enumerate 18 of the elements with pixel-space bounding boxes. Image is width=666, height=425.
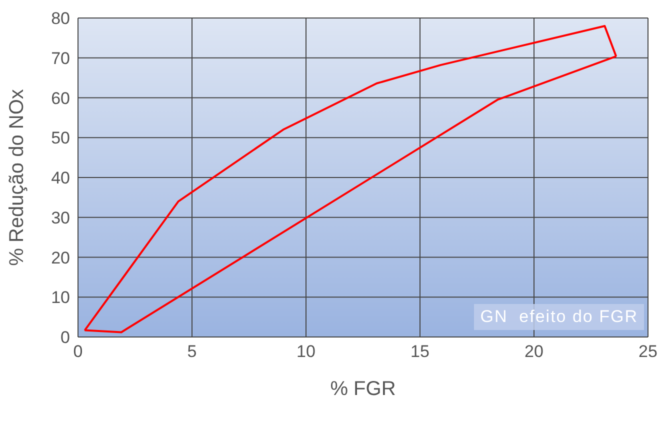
x-tick-label: 25 bbox=[638, 342, 658, 362]
x-tick-label: 15 bbox=[410, 342, 430, 362]
x-axis-title: % FGR bbox=[330, 378, 396, 400]
y-tick-label: 60 bbox=[51, 88, 70, 108]
x-tick-label: 10 bbox=[296, 342, 316, 362]
y-tick-label: 70 bbox=[51, 48, 70, 68]
y-tick-label: 80 bbox=[51, 9, 70, 28]
y-tick-label: 40 bbox=[51, 168, 70, 188]
annotation: GN efeito do FGR bbox=[474, 304, 644, 330]
y-tick-label: 10 bbox=[51, 288, 70, 308]
y-tick-label: 30 bbox=[51, 208, 70, 228]
y-tick-label: 0 bbox=[60, 328, 70, 348]
x-tick-label: 20 bbox=[524, 342, 544, 362]
y-axis-title: % Redução do NOx bbox=[6, 89, 28, 266]
y-tick-label: 20 bbox=[51, 248, 70, 268]
x-tick-label: 0 bbox=[73, 342, 83, 362]
x-tick-label: 5 bbox=[187, 342, 197, 362]
y-tick-label: 50 bbox=[51, 128, 70, 148]
